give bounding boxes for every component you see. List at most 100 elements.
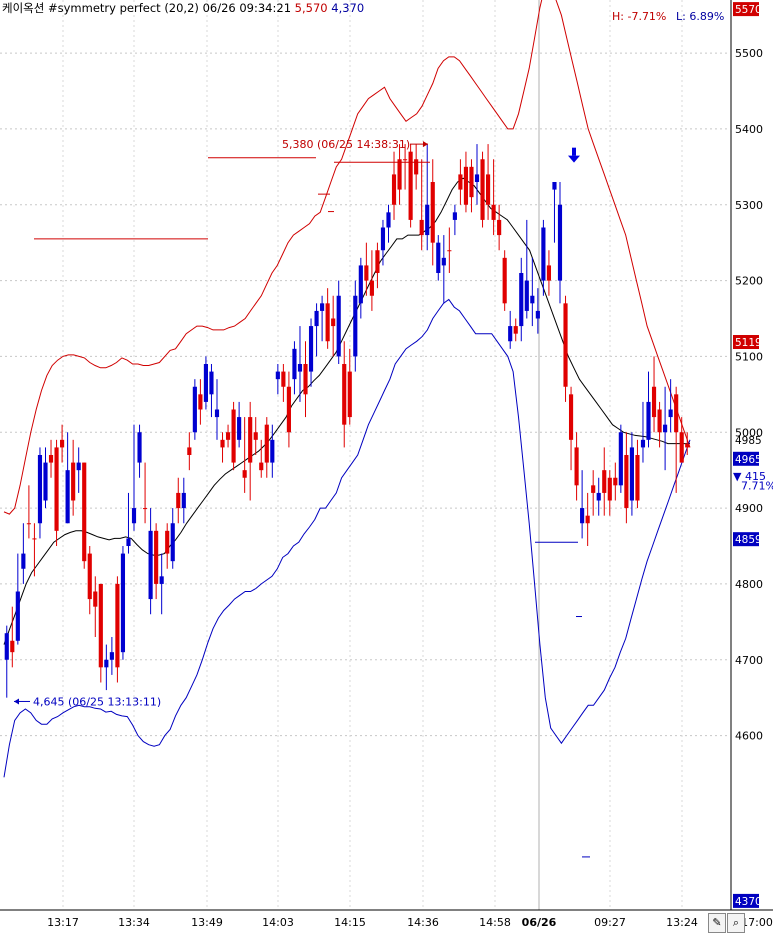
y-tick-label: 5200 [735,275,763,288]
zoom-tool-button[interactable]: ⌕ [727,913,745,933]
candle-body [214,409,220,418]
candle-body [104,659,109,668]
candle-body [65,470,70,524]
candle-body [635,455,640,501]
candle-body [552,182,557,190]
candle-body [436,242,441,273]
candle-body [380,227,386,251]
chart-header: 케이옥션 #symmetry perfect (20,2) 06/26 09:3… [2,0,364,16]
candle-body [126,538,131,546]
candle-body [159,576,164,584]
candle-body [176,492,181,509]
x-tick-label: 14:36 [407,916,439,929]
badge-upper-bg [733,335,759,350]
candle-body [93,591,98,607]
candle-body [181,492,186,509]
candle-body [115,583,120,668]
hl-high-readout: H: -7.71% [612,10,667,23]
candle-body [259,462,264,471]
candle-body [270,439,275,463]
candle-body [463,166,469,205]
badge-current2-bg [733,451,759,466]
candle-body [668,409,673,418]
x-tick-label: 17:00 [741,916,773,929]
candle-body [237,417,242,440]
candle-body [142,508,148,510]
candle-body [32,538,37,540]
candle-body [414,159,419,175]
candle-body [508,326,513,342]
x-tick-label: 13:17 [47,916,79,929]
level-lines [34,157,590,858]
band-lower-line [3,298,691,778]
y-tick-label: 4700 [735,654,763,667]
candle-body [458,174,463,190]
candle-body [485,174,491,205]
candle-body [497,219,502,236]
candle-body [192,386,197,433]
candle-body [469,166,474,198]
candle-body [452,212,457,220]
candle-body [165,530,170,554]
candle-body [674,394,679,433]
candle-body [21,553,26,569]
candle-body [76,462,81,471]
candle-body [292,348,297,380]
candle-body [574,447,579,486]
candle-body [513,326,518,334]
magnifier-icon: ⌕ [732,916,740,929]
candle-body [120,553,126,653]
annotations: 5,380 (06/25 14:38:31) 4,645 (06/25 13:13… [14,138,580,708]
candle-body [430,182,435,243]
y-tick-label: 5400 [735,123,763,136]
candle-body [391,174,397,205]
x-tick-label: 14:03 [262,916,294,929]
pencil-tool-button[interactable]: ✎ [708,913,726,933]
badge-upper: 5119 [735,337,762,349]
candle-body [358,265,363,304]
x-tick-label: 13:49 [191,916,223,929]
x-tick-label: 09:27 [594,916,626,929]
candle-body [585,515,590,524]
candle-body [187,447,192,455]
candle-body [98,583,103,668]
candle-body [37,455,43,524]
candle-body [563,303,568,387]
candle-body [225,432,231,440]
bollinger-bands [3,0,691,778]
candle-body [369,280,374,296]
candle-body [530,295,535,304]
badge-top: 5570 [735,4,762,16]
y-tick-label: 5500 [735,47,763,60]
candle-body [386,212,391,228]
candle-body [557,204,563,281]
band-middle-line [3,177,690,645]
candle-body [651,386,657,418]
candle-body [209,371,214,395]
badge-top-bg [733,2,759,17]
candle-body [685,443,690,448]
x-tick-label: 13:34 [118,916,150,929]
candle-body [403,159,408,161]
candle-body [203,364,209,402]
candle-body [364,265,369,281]
candle-body [131,508,137,524]
candle-body [325,303,330,342]
badge-current: 4985 [735,435,762,447]
candle-body [480,159,485,220]
candle-body [524,280,529,311]
candle-body [342,364,347,425]
chart-datetime: 06/26 09:34:21 [202,1,292,15]
y-tick-label: 4600 [735,730,763,743]
badge-change-amount: ▼ 415 [733,470,766,483]
candle-body [220,439,225,448]
candle-body [419,219,424,236]
badge-change-pct: 7.71% [741,479,773,492]
candle-body [109,652,114,660]
candle-body [591,485,596,493]
candle-body [148,530,153,600]
candle-body [613,477,618,486]
candle-body [375,250,380,273]
candle-body [71,462,76,501]
candle-body [618,432,623,486]
